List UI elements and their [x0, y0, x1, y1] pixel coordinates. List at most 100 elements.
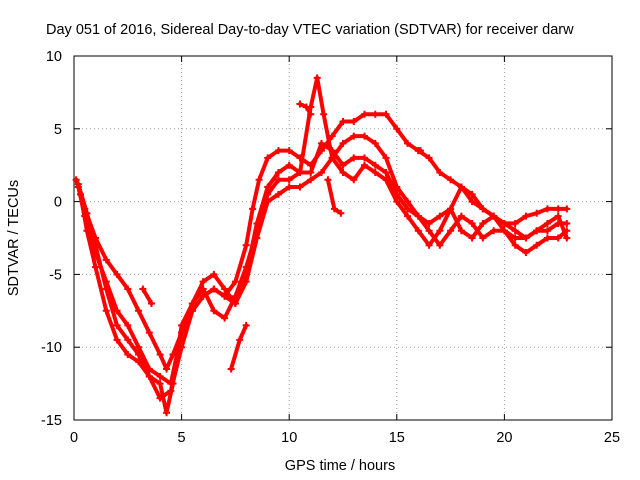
data-point — [533, 241, 541, 249]
data-point — [522, 234, 530, 242]
data-point — [339, 161, 347, 169]
fragment-fragment-16h — [414, 147, 424, 155]
data-point — [554, 234, 562, 242]
y-tick-label: 5 — [54, 122, 62, 138]
data-point — [393, 198, 401, 206]
data-point — [83, 209, 91, 217]
x-tick-label: 20 — [496, 430, 512, 446]
x-tick-label: 5 — [178, 430, 186, 446]
data-point — [242, 263, 250, 271]
data-point — [199, 285, 207, 293]
plot-frame — [73, 55, 613, 421]
data-point — [274, 147, 282, 155]
data-point — [285, 147, 293, 155]
data-point — [145, 329, 153, 337]
data-point — [382, 176, 390, 184]
data-point — [447, 176, 455, 184]
data-point — [447, 205, 455, 213]
data-point — [361, 161, 369, 169]
grid-lines — [74, 56, 612, 420]
data-point — [227, 365, 235, 373]
data-point — [274, 190, 282, 198]
data-point — [500, 219, 508, 227]
data-point — [371, 139, 379, 147]
data-point — [425, 227, 433, 235]
data-point — [221, 314, 229, 322]
data-point — [199, 278, 207, 286]
y-tick-label: 0 — [54, 195, 62, 211]
data-point — [543, 227, 551, 235]
data-point — [188, 300, 196, 308]
series-line — [78, 134, 569, 401]
series-line — [140, 287, 154, 306]
data-point — [533, 227, 541, 235]
data-point — [163, 365, 171, 373]
data-point — [124, 321, 132, 329]
x-tick-labels: 0 5 10 15 20 25 — [70, 430, 620, 446]
data-point — [145, 372, 153, 380]
data-point — [414, 212, 422, 220]
data-point — [264, 183, 272, 191]
data-point — [210, 307, 218, 315]
data-point — [393, 183, 401, 191]
data-point — [302, 103, 310, 111]
data-point — [178, 321, 186, 329]
data-point — [113, 321, 121, 329]
data-point — [169, 380, 177, 388]
data-point — [285, 161, 293, 169]
fragment-fragment-7h — [227, 321, 250, 373]
data-point — [414, 227, 422, 235]
data-point — [236, 336, 244, 344]
data-point — [339, 118, 347, 126]
data-point — [468, 190, 476, 198]
data-point — [296, 183, 304, 191]
y-tick-label: 10 — [46, 49, 62, 65]
data-point — [393, 125, 401, 133]
data-point — [468, 219, 476, 227]
data-point — [296, 100, 304, 108]
fragment-fragment-12h — [324, 176, 345, 217]
data-point — [210, 285, 218, 293]
data-point — [554, 205, 562, 213]
data-point — [543, 234, 551, 242]
data-point — [563, 219, 571, 227]
data-point — [522, 249, 530, 257]
data-point — [457, 227, 465, 235]
fragment-fragment-10h — [296, 100, 315, 118]
data-point — [511, 219, 519, 227]
data-point — [468, 234, 476, 242]
data-point — [102, 285, 110, 293]
data-point — [274, 168, 282, 176]
data-point — [425, 154, 433, 162]
y-tick-label: -15 — [41, 413, 62, 429]
data-point — [124, 336, 132, 344]
data-point — [102, 256, 110, 264]
data-point — [436, 227, 444, 235]
data-point — [371, 161, 379, 169]
data-point — [253, 227, 261, 235]
data-point — [92, 241, 100, 249]
data-point — [522, 212, 530, 220]
data-point — [156, 380, 164, 388]
data-point — [339, 168, 347, 176]
data-point — [554, 212, 562, 220]
series-track-1 — [72, 110, 571, 373]
series-track-4 — [74, 74, 571, 417]
data-point — [404, 205, 412, 213]
data-point — [221, 285, 229, 293]
data-point — [307, 168, 315, 176]
data-point — [307, 110, 315, 118]
data-point — [563, 205, 571, 213]
data-point — [371, 110, 379, 118]
data-point — [135, 307, 143, 315]
data-point — [317, 139, 325, 147]
y-tick-label: -10 — [41, 340, 62, 356]
data-point — [92, 263, 100, 271]
data-point — [210, 270, 218, 278]
data-point — [543, 219, 551, 227]
data-point — [563, 234, 571, 242]
data-point — [330, 205, 338, 213]
data-point — [156, 350, 164, 358]
data-point — [457, 212, 465, 220]
